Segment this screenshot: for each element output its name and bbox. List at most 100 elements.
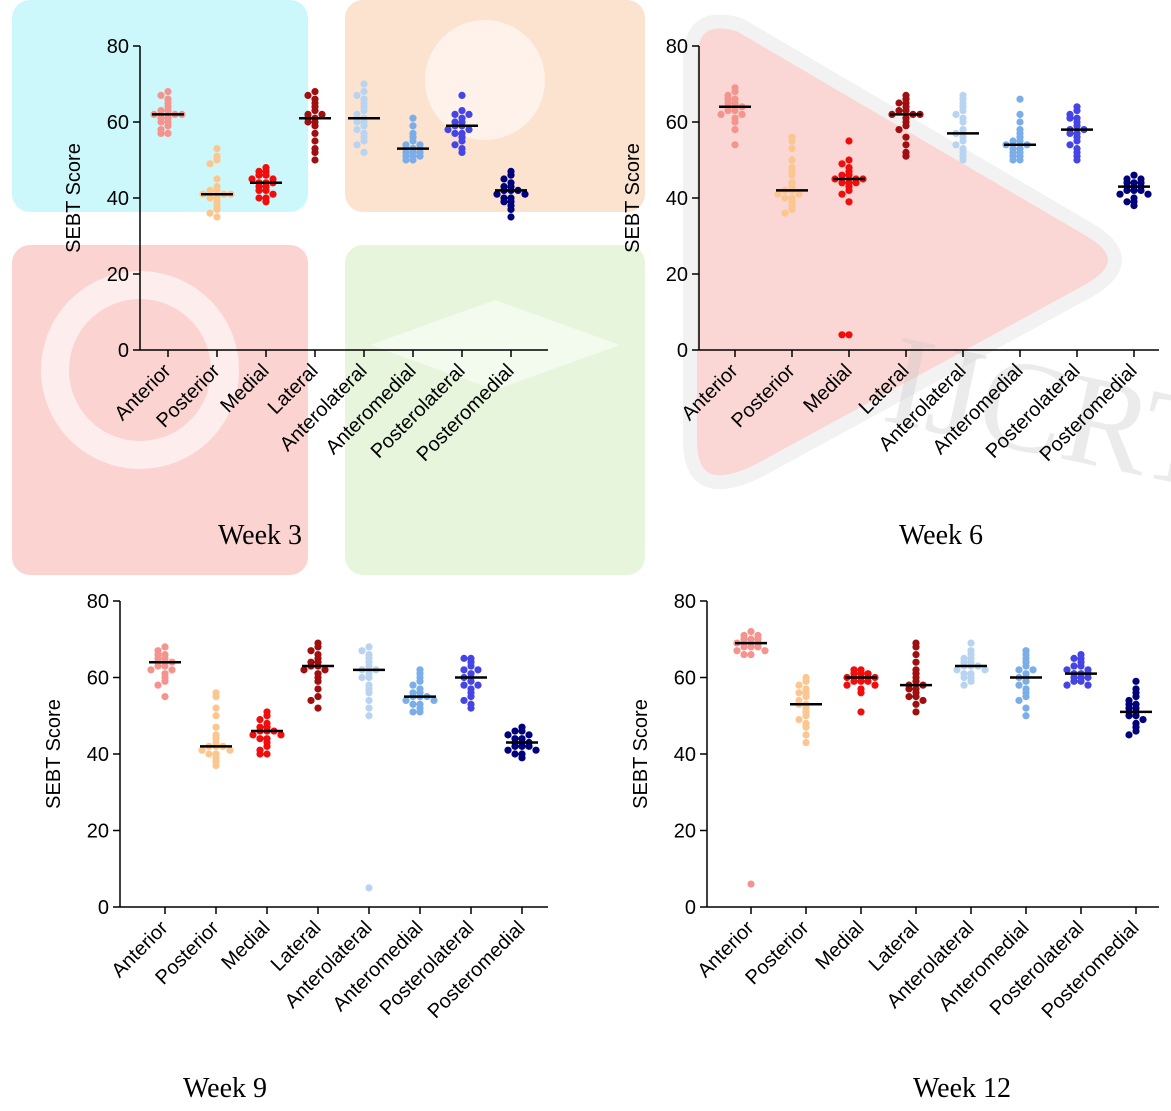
data-point (1123, 198, 1131, 206)
data-point (262, 171, 270, 179)
data-point (365, 673, 373, 682)
y-tick-label: 0 (118, 340, 129, 362)
data-point (857, 677, 865, 685)
data-point (845, 137, 853, 145)
data-point (731, 88, 739, 96)
data-point (747, 628, 755, 636)
data-point (1070, 677, 1078, 685)
data-point (845, 331, 853, 339)
watermark-bulb-icon (425, 20, 545, 140)
y-tick-label: 0 (677, 340, 688, 362)
chart-caption-week-6: Week 6 (898, 520, 984, 551)
x-tick-label: Medial (217, 917, 274, 974)
data-point (802, 738, 810, 747)
data-point (311, 129, 319, 137)
data-point (255, 194, 263, 202)
x-tick-label: Medial (799, 360, 856, 417)
data-point (845, 198, 853, 206)
data-point (788, 205, 796, 213)
data-point (747, 643, 755, 651)
data-point (731, 118, 739, 126)
data-point (198, 746, 206, 754)
y-tick-label: 80 (674, 591, 696, 613)
data-point (1063, 681, 1071, 689)
data-point (205, 750, 213, 758)
data-point (409, 681, 417, 689)
data-point (912, 643, 920, 651)
data-point (157, 118, 165, 126)
data-point (213, 213, 221, 221)
data-point (365, 689, 373, 697)
data-point (314, 693, 322, 701)
data-point (321, 666, 329, 674)
data-point (402, 156, 410, 164)
y-tick-label: 40 (674, 744, 696, 766)
data-point (871, 681, 879, 689)
data-point (1029, 666, 1037, 674)
data-point (857, 689, 865, 697)
data-point (311, 156, 319, 164)
data-point (532, 746, 540, 754)
data-point (511, 727, 519, 735)
y-tick-label: 60 (87, 668, 109, 690)
data-point (912, 650, 920, 659)
data-point (311, 148, 319, 156)
data-point (740, 643, 748, 651)
data-point (1144, 190, 1152, 198)
y-tick-label: 20 (107, 264, 129, 286)
data-point (206, 194, 214, 202)
data-point (430, 696, 438, 705)
data-point (416, 677, 424, 685)
data-point (500, 175, 508, 183)
data-point (518, 727, 526, 735)
data-point (360, 122, 368, 130)
data-point (1139, 715, 1147, 724)
data-point (747, 650, 755, 659)
data-point (358, 673, 366, 682)
y-axis-label: SEBT Score (43, 699, 65, 809)
data-point (1123, 186, 1131, 194)
data-point (795, 715, 803, 724)
data-point (307, 647, 315, 655)
data-point (474, 666, 482, 674)
data-point (168, 666, 176, 674)
data-point (460, 696, 468, 705)
data-point (845, 156, 853, 164)
data-point (525, 742, 533, 750)
data-point (1009, 137, 1017, 145)
data-point (451, 110, 459, 118)
data-point (1016, 118, 1024, 126)
data-point (311, 88, 319, 96)
x-tick-label: Posterolateral (986, 917, 1089, 1020)
data-point (256, 715, 264, 724)
data-point (212, 723, 220, 731)
data-point (451, 141, 459, 149)
data-point (311, 107, 319, 115)
data-point (154, 681, 162, 689)
data-point (157, 129, 165, 137)
data-point (1022, 677, 1030, 685)
x-tick-label: Posteromedial (1038, 917, 1144, 1023)
data-point (213, 175, 221, 183)
data-point (788, 145, 796, 153)
data-point (838, 179, 846, 187)
data-point (360, 88, 368, 96)
data-point (360, 148, 368, 156)
data-point (895, 99, 903, 107)
y-tick-label: 60 (107, 112, 129, 134)
data-point (467, 677, 475, 685)
data-point (314, 643, 322, 651)
watermark-cyan-tile (12, 0, 308, 212)
x-tick-label: Medial (811, 917, 868, 974)
data-point (905, 685, 913, 693)
y-axis-label: SEBT Score (63, 143, 85, 253)
data-point (164, 88, 172, 96)
data-point (1016, 95, 1024, 103)
data-point (1130, 171, 1138, 179)
data-point (802, 723, 810, 731)
data-point (518, 754, 526, 762)
data-point (1022, 712, 1030, 720)
